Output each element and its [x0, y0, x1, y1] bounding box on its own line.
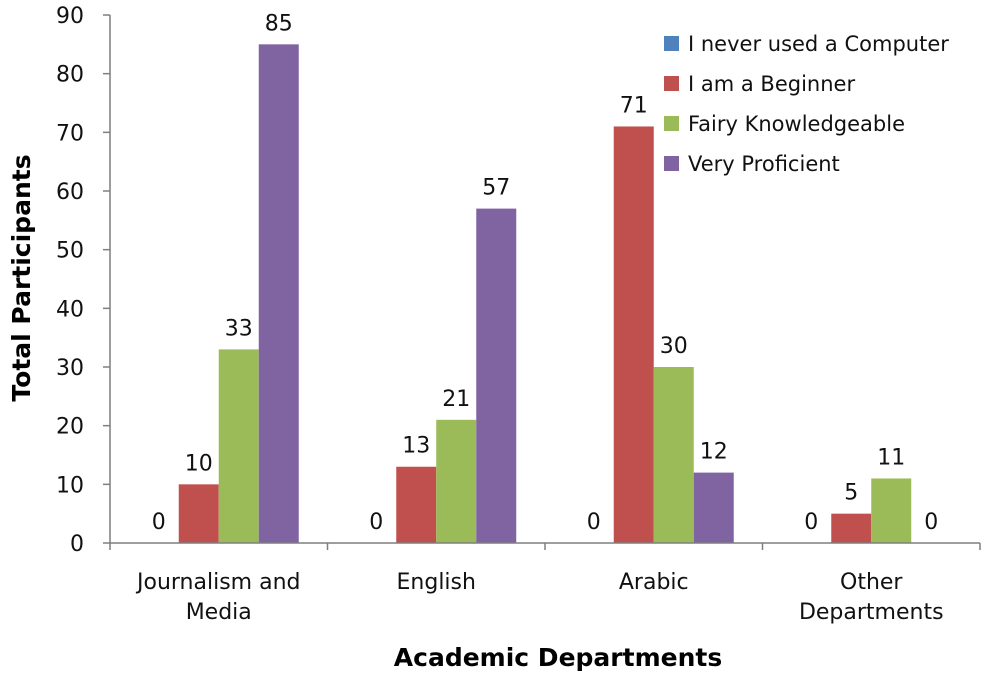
x-axis-labels: Journalism and Media English Arabic Other Dep… — [135, 570, 944, 625]
data-label: 30 — [660, 334, 688, 359]
bar — [871, 478, 912, 543]
data-label: 57 — [482, 176, 510, 201]
y-tick-label: 80 — [56, 63, 84, 88]
bar — [396, 466, 437, 543]
data-label: 33 — [225, 316, 253, 341]
data-label: 11 — [877, 445, 905, 470]
axes — [109, 15, 981, 550]
y-axis-title: Total Participants — [7, 154, 36, 401]
bar — [436, 419, 477, 543]
x-tick-label: Arabic — [619, 570, 689, 595]
data-label: 10 — [185, 451, 213, 476]
bar — [258, 44, 299, 543]
legend-label: I never used a Computer — [688, 32, 949, 56]
data-label: 0 — [152, 510, 166, 535]
legend-swatch — [664, 76, 679, 91]
x-tick-label: Other Departments — [799, 570, 944, 625]
x-axis-title: Academic Departments — [394, 643, 722, 672]
y-tick-label: 0 — [70, 532, 84, 557]
bar — [693, 472, 734, 543]
data-label: 0 — [587, 510, 601, 535]
bar — [831, 513, 872, 543]
data-label: 0 — [804, 510, 818, 535]
bar — [613, 126, 654, 543]
legend-swatch — [664, 36, 679, 51]
bar — [653, 367, 694, 543]
y-tick-label: 20 — [56, 415, 84, 440]
bar — [476, 208, 517, 543]
data-label: 12 — [700, 440, 728, 465]
legend-label: Very Proficient — [688, 152, 840, 176]
data-label: 71 — [620, 93, 648, 118]
x-tick-label: English — [397, 570, 476, 595]
bar — [178, 484, 219, 543]
data-label: 5 — [844, 481, 858, 506]
legend-label: Fairy Knowledgeable — [688, 112, 905, 136]
y-tick-label: 70 — [56, 121, 84, 146]
data-labels: 0 10 33 85 0 13 21 57 0 71 30 12 0 5 11 0 — [152, 11, 939, 535]
data-label: 0 — [924, 510, 938, 535]
legend-swatch — [664, 156, 679, 171]
y-tick-label: 50 — [56, 239, 84, 264]
y-tick-label: 90 — [56, 4, 84, 29]
legend: I never used a Computer I am a Beginner Fa… — [664, 32, 949, 176]
data-label: 21 — [442, 387, 470, 412]
y-tick-label: 10 — [56, 473, 84, 498]
y-axis-ticks: 0 10 20 30 40 50 60 70 80 90 — [56, 4, 110, 557]
data-label: 0 — [369, 510, 383, 535]
y-tick-label: 30 — [56, 356, 84, 381]
data-label: 85 — [265, 11, 293, 36]
bars — [178, 44, 912, 543]
bar — [218, 349, 259, 543]
y-tick-label: 60 — [56, 180, 84, 205]
y-tick-label: 40 — [56, 297, 84, 322]
legend-label: I am a Beginner — [688, 72, 855, 96]
legend-swatch — [664, 116, 679, 131]
x-tick-label: Journalism and Media — [135, 570, 300, 625]
data-label: 13 — [402, 434, 430, 459]
